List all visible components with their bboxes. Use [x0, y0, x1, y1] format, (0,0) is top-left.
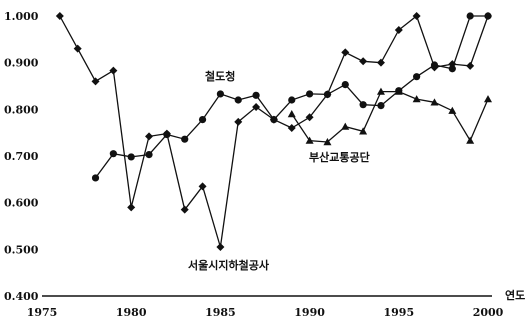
x-tick-label: 1995 [383, 306, 414, 319]
circle-point [252, 91, 260, 99]
diamond-point [376, 58, 385, 67]
circle-point [484, 12, 492, 20]
series-line [59, 14, 489, 248]
diamond-point [55, 12, 64, 20]
circle-point [466, 12, 474, 20]
circle-point [145, 151, 153, 159]
circle-point [448, 65, 456, 73]
diamond-point [127, 203, 136, 212]
circle-point [270, 116, 278, 124]
diamond-point [234, 117, 243, 126]
triangle-point [430, 98, 439, 106]
x-tick-label: 2000 [473, 306, 504, 319]
triangle-point [412, 95, 421, 103]
diamond-point [466, 61, 475, 70]
circle-point [306, 90, 314, 98]
circle-point [234, 96, 242, 104]
x-axis-label: 연도 [505, 288, 525, 302]
diamond-point [412, 12, 421, 20]
triangle-point [323, 138, 332, 146]
diamond-point [359, 57, 368, 66]
circle-point [323, 90, 332, 98]
y-tick-label: 0.600 [4, 197, 39, 210]
y-tick-label: 0.900 [4, 57, 39, 70]
circle-point [109, 150, 117, 158]
diamond-point [287, 124, 296, 132]
circle-point [181, 135, 189, 143]
triangle-point [484, 95, 492, 103]
x-tick-label: 1980 [116, 306, 147, 319]
circle-point [163, 130, 171, 139]
diamond-point [198, 182, 207, 191]
annotation-seoul: 서울시지하철공사 [188, 258, 270, 272]
annotation-busan: 부산교통공단 [309, 150, 370, 164]
annotations: 철도청 부산교통공단 서울시지하철공사 연도 [188, 69, 525, 302]
circle-point [359, 101, 367, 109]
y-tick-label: 0.500 [4, 243, 39, 256]
circle-point [127, 153, 135, 161]
diamond-point [109, 66, 118, 75]
tick-labels: 0.400 0.500 0.600 0.700 0.800 0.900 1.000 1975 1… [4, 10, 504, 319]
circle-point [216, 90, 224, 98]
triangle-point [305, 136, 314, 144]
circle-point [377, 102, 385, 110]
y-tick-label: 1.000 [4, 10, 39, 23]
triangle-point [376, 87, 385, 95]
y-tick-label: 0.400 [4, 290, 39, 303]
circle-point [430, 61, 439, 69]
circle-point [413, 73, 421, 81]
triangle-point [394, 87, 403, 95]
series-2 [287, 87, 492, 146]
diamond-point [252, 103, 261, 111]
diamond-point [305, 113, 314, 122]
circle-point [198, 116, 207, 124]
circle-point [341, 81, 349, 89]
series-1 [91, 12, 492, 182]
diamond-point [73, 44, 82, 53]
diamond-point [145, 132, 154, 141]
series-0 [55, 12, 492, 251]
diamond-point [180, 205, 189, 214]
series-layer [55, 12, 492, 251]
diamond-point [341, 48, 350, 57]
triangle-point [287, 110, 296, 118]
triangle-point [466, 136, 475, 144]
x-tick-label: 1985 [205, 306, 236, 319]
annotation-railroad: 철도청 [205, 69, 235, 83]
triangle-point [448, 106, 457, 114]
triangle-point [359, 127, 368, 135]
y-tick-label: 0.800 [4, 103, 39, 116]
diamond-point [91, 77, 100, 86]
series-line [291, 90, 489, 143]
diamond-point [394, 26, 403, 34]
circle-point [288, 96, 296, 104]
triangle-point [341, 122, 350, 130]
x-tick-label: 1990 [294, 306, 325, 319]
y-tick-label: 0.700 [4, 150, 39, 163]
x-tick-label: 1975 [27, 306, 58, 319]
circle-point [91, 174, 100, 182]
diamond-point [216, 243, 225, 251]
